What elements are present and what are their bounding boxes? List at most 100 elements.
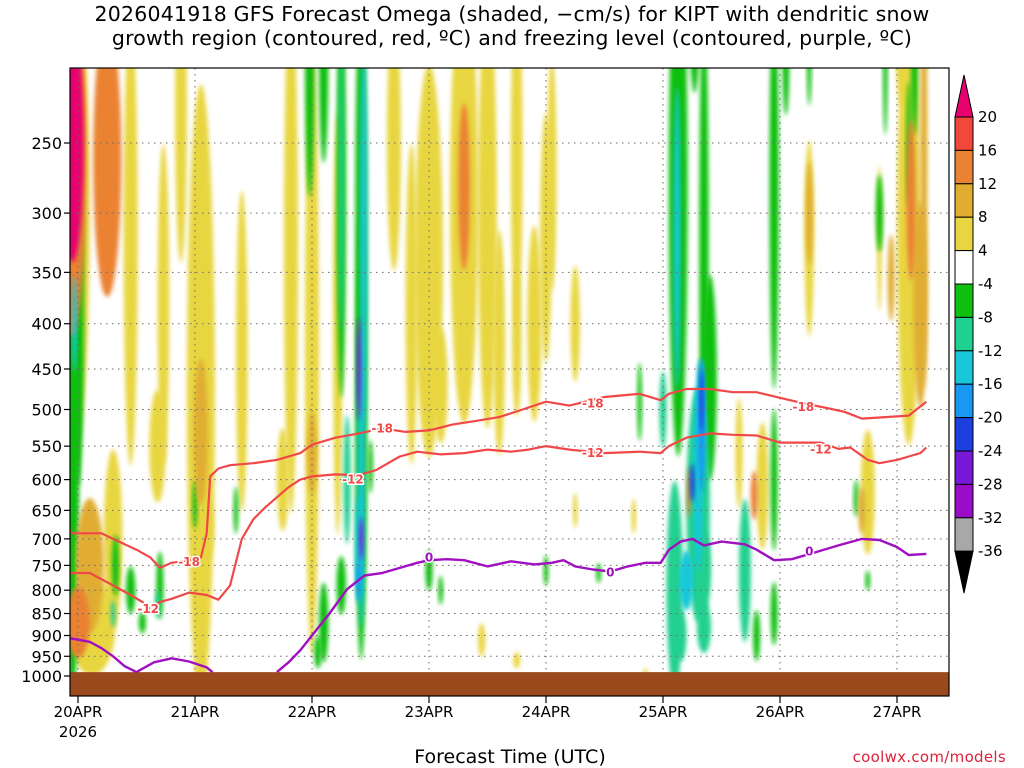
colorbar-bottom-arrow [954,550,974,594]
colorbar-swatch [954,316,974,352]
omega-cell [405,143,418,465]
x-tick-label: 24APR [522,703,571,721]
y-tick-label: 600 [31,471,62,490]
omega-cell [699,370,704,434]
x-year-label: 2026 [59,723,97,741]
dgz-contour-label: -12 [582,446,604,460]
omega-cell [679,550,694,611]
colorbar-label: -16 [978,375,1003,393]
dgz-contour-label: -12 [810,443,832,457]
x-tick-label: 25APR [639,703,688,721]
y-tick-label: 900 [31,626,62,645]
freezing-contour-label: 0 [425,551,433,565]
omega-cell [192,480,198,529]
dgz-contour-label: -18 [371,421,393,435]
omega-cell [513,652,521,669]
omega-cell [543,555,549,586]
y-tick-label: 400 [31,315,62,334]
omega-cell [93,68,122,297]
colorbar-swatch [954,283,974,318]
omega-cell [659,370,667,449]
dgz-contour-label: -18 [582,396,604,410]
y-tick-label: 950 [31,647,62,666]
colorbar-label: 16 [978,141,997,159]
omega-cell [906,119,916,281]
chart-title-line-1: 2026041918 GFS Forecast Omega (shaded, −… [94,2,930,26]
colorbar-label: -12 [978,342,1003,360]
y-tick-label: 750 [31,556,62,575]
omega-cell [433,328,448,444]
omega-cell [70,68,84,262]
omega-cell [336,556,346,615]
omega-cell [735,397,743,509]
freezing-contour-line [276,537,927,674]
omega-cell [690,68,699,93]
omega-cell [769,68,779,389]
omega-cell [123,68,138,466]
colorbar-label: -20 [978,409,1003,427]
omega-cell [675,0,687,10]
x-tick-label: 20APR [54,703,103,721]
omega-cell [673,86,681,390]
y-tick-label: 450 [31,360,62,379]
colorbar-swatch [954,250,974,285]
colorbar-swatch [954,350,974,385]
omega-cell [512,268,522,417]
omega-cell [493,229,506,456]
omega-cell [547,68,557,290]
colorbar-top-arrow [954,74,974,118]
y-tick-label: 250 [31,134,62,153]
omega-cell [527,225,542,422]
colorbar-label: 20 [978,108,997,126]
contours: 0 0 0 -18 -18 -18 -18 -12 -12 -12 -12 [70,387,928,674]
x-tick-label: 22APR [288,703,337,721]
omega-cell [686,467,691,518]
omega-cell [865,570,871,591]
colorbar-label: 4 [978,242,988,260]
chart-title-line-2: growth region (contoured, red, ºC) and f… [111,26,913,50]
colorbar-label: -28 [978,475,1003,493]
omega-cell [853,480,859,517]
omega-cell [175,68,187,263]
omega-cell [770,581,778,646]
omega-cell [806,68,812,106]
omega-cell [478,68,497,429]
omega-cell [596,562,601,584]
omega-cell [858,486,866,535]
x-tick-label: 27APR [873,703,922,721]
axes: 250 300 350 400 450 500 550 600 650 700 750 800 850 9… [21,134,921,741]
colorbar-label: 8 [978,208,988,226]
colorbar-swatch [954,216,974,252]
omega-cell [72,275,77,373]
omega-cell [233,486,239,535]
omega-cell [510,68,523,332]
omega-cell [138,611,146,634]
y-tick-label: 700 [31,530,62,549]
plot-frame [69,67,950,697]
colorbar-swatch [954,417,974,452]
colorbar-label: -24 [978,442,1003,460]
omega-cell [753,609,761,662]
colorbar-label: -8 [978,308,993,326]
omega-cell [193,358,208,506]
x-tick-label: 21APR [171,703,220,721]
dgz-contour-label: -12 [342,473,364,487]
colorbar-label: 12 [978,175,997,193]
omega-cell [235,190,248,513]
ground-surface [70,672,949,696]
omega-cell [111,534,119,597]
omega-cell [739,498,751,643]
omega-cell [157,143,170,465]
dgz-contour-line [70,387,927,569]
x-tick-label: 23APR [405,703,454,721]
x-tick-label: 26APR [756,703,805,721]
freezing-contour-label: 0 [606,566,614,580]
y-tick-label: 800 [31,581,62,600]
omega-cell [386,68,401,271]
colorbar-swatch [954,183,974,218]
omega-cell [319,68,329,163]
y-tick-label: 650 [31,501,62,520]
colorbar-label: -4 [978,275,993,293]
omega-cell [478,622,486,657]
omega-cell [674,609,687,662]
